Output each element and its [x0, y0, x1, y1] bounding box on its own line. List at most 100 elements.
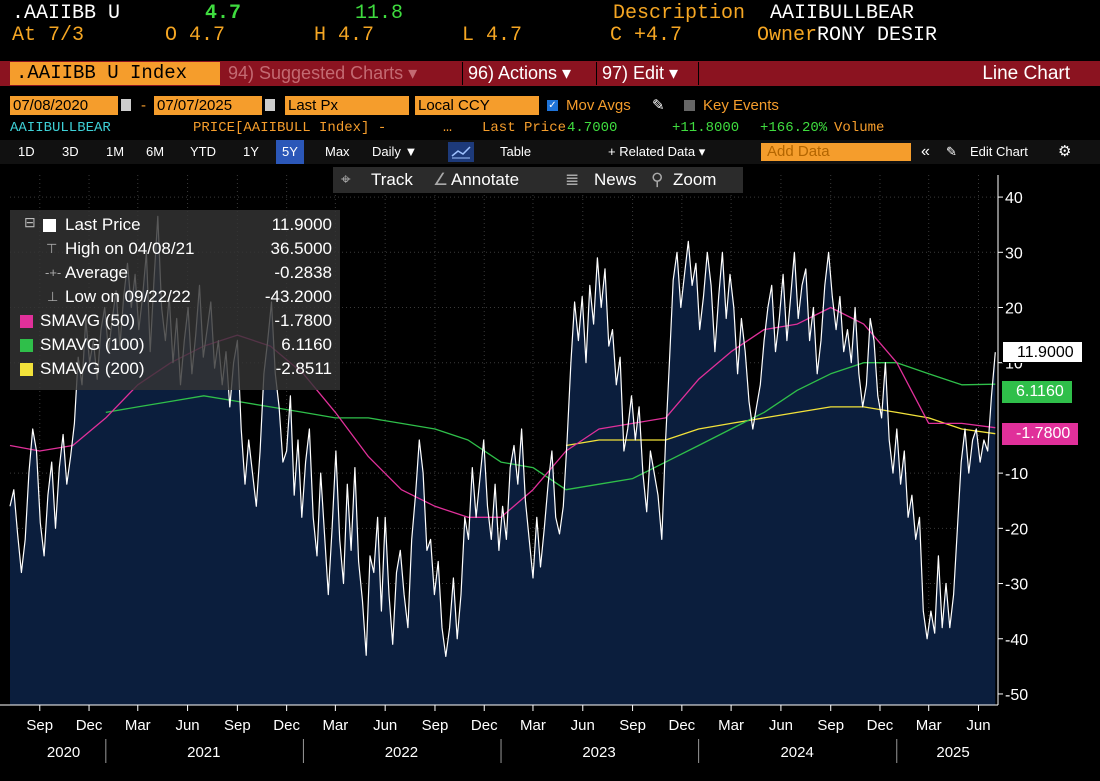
legend-swatch — [20, 339, 33, 352]
y-tick-label: -10 — [1005, 466, 1028, 483]
field-selector[interactable]: Last Px — [285, 96, 409, 115]
frequency-selector[interactable]: Daily ▼ — [372, 144, 418, 159]
security-name: AAIIBULLBEAR — [10, 120, 111, 136]
currency-selector[interactable]: Local CCY — [415, 96, 539, 115]
volume-label: Volume — [834, 120, 885, 136]
tab-bar: .AAIIBB U Index 94) Suggested Charts ▾ 9… — [0, 61, 1100, 86]
zoom-button[interactable]: Zoom — [673, 170, 717, 189]
date-controls-row: 07/08/2020 - 07/07/2025 Last Px Local CC… — [0, 96, 1100, 116]
x-tick-label: Mar — [520, 717, 546, 734]
chart-type-label: Line Chart — [982, 63, 1070, 84]
edit-menu[interactable]: 97) Edit ▾ — [602, 63, 679, 83]
x-tick-label: Mar — [718, 717, 744, 734]
owner-value: RONY DESIR — [817, 24, 938, 47]
period-6m[interactable]: 6M — [146, 144, 165, 159]
period-ytd[interactable]: YTD — [190, 144, 216, 159]
collapse-icon[interactable]: « — [921, 143, 930, 160]
table-button[interactable]: Table — [500, 144, 532, 159]
last-price-value: 4.7000 — [567, 120, 618, 136]
x-tick-label: Dec — [668, 717, 695, 734]
price-area-fill — [10, 216, 996, 705]
x-tick-label: Dec — [76, 717, 103, 734]
series-line-sma100 — [105, 362, 996, 491]
collapse-legend-icon[interactable]: ⊟ — [24, 214, 36, 230]
x-tick-label: Jun — [769, 717, 793, 734]
price-label: PRICE[AAIIBULL Index] - — [193, 120, 387, 136]
news-button[interactable]: News — [594, 170, 637, 189]
x-year-label: 2021 — [187, 744, 220, 761]
key-events-checkbox[interactable] — [684, 100, 695, 111]
legend-label: SMAVG (50) — [40, 311, 136, 330]
period-1d[interactable]: 1D — [18, 144, 35, 159]
news-icon[interactable]: ≣ — [565, 170, 580, 189]
pencil-icon[interactable]: ✎ — [946, 144, 957, 159]
end-date-field[interactable]: 07/07/2025 — [154, 96, 262, 115]
period-toolbar: 1D 3D 1M 6M YTD 1Y 5Y Max Daily ▼ Table … — [0, 140, 1100, 164]
ellipsis: … — [443, 119, 453, 136]
legend-value: -2.8511 — [275, 359, 332, 378]
chart-tools-bar: ⌖ Track ∠ Annotate ≣ News ⚲ Zoom — [333, 167, 743, 193]
as-of: At 7/3 — [12, 24, 85, 47]
period-5y[interactable]: 5Y — [276, 140, 304, 164]
x-tick-label: Mar — [916, 717, 942, 734]
x-tick-label: Sep — [26, 717, 53, 734]
header-row-2: At 7/3 O 4.7 H 4.7 L 4.7 C +4.7 Owner RO… — [0, 25, 1100, 47]
legend-value: -43.2000 — [264, 287, 332, 306]
annotate-button[interactable]: Annotate — [451, 170, 520, 189]
zoom-icon[interactable]: ⚲ — [651, 170, 664, 189]
legend-label: Low on 09/22/22 — [65, 287, 191, 306]
period-1m[interactable]: 1M — [106, 144, 125, 159]
gear-icon[interactable]: ⚙ — [1058, 143, 1072, 160]
open: O 4.7 — [165, 24, 226, 47]
legend-value: -0.2838 — [274, 263, 332, 282]
change-value: +11.8000 — [672, 120, 740, 136]
legend-item: ⊥ Low on 09/22/22 -43.2000 — [10, 286, 340, 308]
low: L 4.7 — [462, 24, 523, 47]
x-tick-label: Sep — [422, 717, 449, 734]
track-button[interactable]: Track — [371, 170, 413, 189]
low-marker-icon: ⊥ — [47, 289, 59, 304]
x-tick-label: Jun — [966, 717, 990, 734]
legend-value: 36.5000 — [270, 239, 332, 258]
x-tick-label: Sep — [619, 717, 646, 734]
description-label: Description — [613, 2, 746, 25]
annotate-icon[interactable]: ∠ — [433, 170, 449, 189]
x-year-label: 2022 — [385, 744, 418, 761]
start-date-field[interactable]: 07/08/2020 — [10, 96, 118, 115]
line-chart-icon[interactable] — [448, 142, 474, 162]
suggested-charts-menu[interactable]: 94) Suggested Charts ▾ — [228, 63, 418, 83]
last-price-tag: 11.9000 — [1002, 341, 1083, 364]
pencil-icon[interactable]: ✎ — [652, 97, 665, 114]
crosshair-icon[interactable]: ⌖ — [341, 170, 351, 189]
chart-legend: ⊟ Last Price 11.9000 ⊤ High on 04/08/21 … — [10, 210, 340, 390]
x-year-label: 2025 — [936, 744, 969, 761]
add-data-input[interactable]: Add Data — [761, 143, 911, 161]
ticker: .AAIIBB U — [12, 2, 121, 25]
calendar-icon[interactable] — [121, 99, 131, 111]
period-3d[interactable]: 3D — [62, 144, 79, 159]
x-tick-label: Dec — [273, 717, 300, 734]
description-value: AAIIBULLBEAR — [770, 2, 915, 25]
change-percent: +166.20% — [760, 120, 828, 136]
y-tick-label: 40 — [1005, 190, 1023, 207]
calendar-icon[interactable] — [265, 99, 275, 111]
period-max[interactable]: Max — [325, 144, 350, 159]
related-data-menu[interactable]: + Related Data ▾ — [608, 144, 706, 159]
y-tick-label: -50 — [1005, 687, 1028, 704]
legend-label: Average — [65, 263, 129, 282]
x-year-label: 2023 — [582, 744, 615, 761]
edit-chart-button[interactable]: Edit Chart — [970, 144, 1028, 159]
legend-item: SMAVG (200) -2.8511 — [10, 358, 340, 380]
x-tick-label: Jun — [373, 717, 397, 734]
legend-item: Last Price 11.9000 — [10, 214, 340, 236]
actions-menu[interactable]: 96) Actions ▾ — [468, 63, 572, 83]
security-index-tab[interactable]: .AAIIBB U Index — [10, 62, 220, 85]
legend-value: -1.7800 — [274, 311, 332, 330]
header-row-1: .AAIIBB U 4.7 11.8 Description AAIIBULLB… — [0, 3, 1100, 25]
legend-swatch — [43, 219, 56, 232]
mov-avgs-checkbox[interactable]: ✓ — [547, 100, 558, 111]
legend-label: High on 04/08/21 — [65, 239, 195, 258]
owner-label: Owner — [757, 24, 818, 47]
period-1y[interactable]: 1Y — [243, 144, 259, 159]
